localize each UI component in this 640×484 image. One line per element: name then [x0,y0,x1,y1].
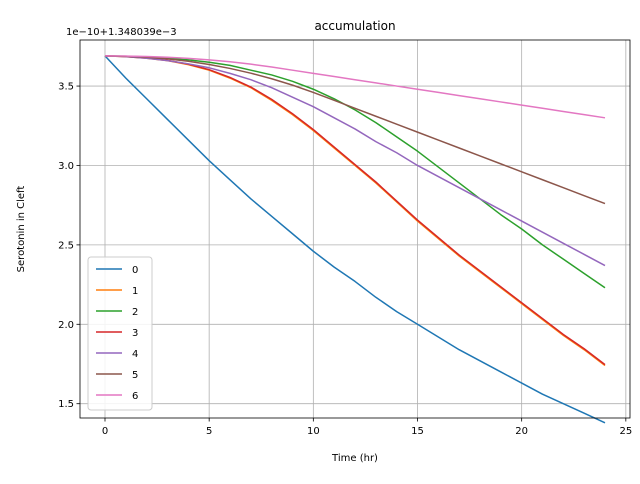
legend-entry-1: 1 [132,286,138,297]
series-line-6 [104,55,606,119]
legend-entry-2: 2 [132,307,138,318]
legend-entry-0: 0 [132,265,138,276]
legend-entry-4: 4 [132,349,138,360]
legend: 0 1 2 3 4 5 6 [87,256,153,411]
x-tick-label: 10 [307,426,320,437]
y-tick-label: 3.5 [58,82,74,93]
y-tick-label: 2.0 [58,320,74,331]
series-line-1 [104,55,606,367]
y-tick-label: 3.0 [58,161,74,172]
plot-frame [79,39,631,419]
legend-entry-3: 3 [132,328,138,339]
chart-title: accumulation [314,19,395,33]
series-lines [104,55,606,424]
series-line-5 [104,55,606,205]
series-line-2 [104,55,606,289]
legend-box [87,256,153,411]
legend-entry-6: 6 [132,391,138,402]
x-tick-label: 0 [102,426,108,437]
x-tick-label: 15 [411,426,424,437]
x-axis-label: Time (hr) [331,453,378,464]
x-tick-label: 5 [206,426,212,437]
y-axis: 1.5 2.0 2.5 3.0 3.5 [58,82,80,410]
series-line-4 [104,55,606,267]
y-tick-label: 2.5 [58,240,74,251]
legend-entry-5: 5 [132,370,138,381]
y-tick-label: 1.5 [58,399,74,410]
y-axis-offset-label: 1e−10+1.348039e−3 [66,27,177,38]
series-line-3 [104,55,606,366]
series-line-0 [104,55,606,424]
x-axis: 0 5 10 15 20 25 [102,418,632,437]
y-axis-label: Serotonin in Cleft [16,186,27,273]
x-tick-label: 20 [515,426,528,437]
x-tick-label: 25 [619,426,632,437]
grid [80,40,630,418]
